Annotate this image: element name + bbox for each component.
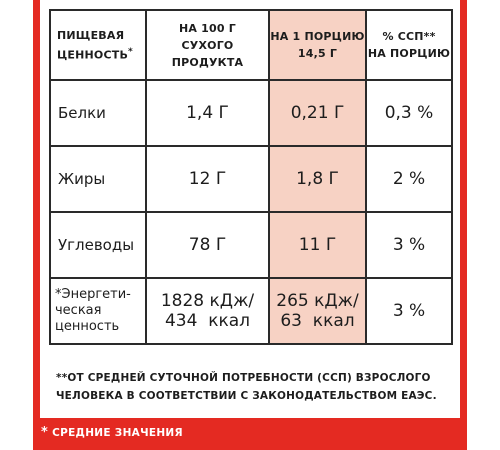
header-nutrition-value: ПИЩЕВАЯ ЦЕННОСТЬ* [49, 9, 147, 81]
row-label: Жиры [49, 145, 147, 213]
row-label: Углеводы [49, 211, 147, 279]
table-row: Углеводы 78 Г 11 Г 3 % [49, 211, 453, 279]
asterisk-mark: * [128, 46, 133, 57]
footnote: **ОТ СРЕДНЕЙ СУТОЧНОЙ ПОТРЕБНОСТИ (ССП) … [56, 372, 437, 402]
cell-per-portion: 0,21 Г [268, 79, 367, 147]
cell-per-100g: 1,4 Г [145, 79, 270, 147]
asterisk-mark: * [41, 425, 49, 440]
cell-per-portion: 1,8 Г [268, 145, 367, 213]
header-daily-percent: % ССП** НА ПОРЦИЮ [365, 9, 453, 81]
cell-energy-per-100g: 1828 кДж/ 434 ккал [145, 277, 270, 345]
table-row: Белки 1,4 Г 0,21 Г 0,3 % [49, 79, 453, 147]
cell-energy-per-portion: 265 кДж/ 63 ккал [268, 277, 367, 345]
header-per-100g: НА 100 Г СУХОГО ПРОДУКТА [145, 9, 270, 81]
nutrition-table: ПИЩЕВАЯ ЦЕННОСТЬ* НА 100 Г СУХОГО ПРОДУК… [49, 9, 453, 345]
table-row-energy: *Энергети- ческая ценность 1828 кДж/ 434… [49, 277, 453, 345]
nutrition-card: ПИЩЕВАЯ ЦЕННОСТЬ* НА 100 Г СУХОГО ПРОДУК… [40, 0, 460, 418]
row-label-energy: *Энергети- ческая ценность [49, 277, 147, 345]
cell-daily-percent: 3 % [365, 211, 453, 279]
cell-daily-percent: 2 % [365, 145, 453, 213]
header-per-portion: НА 1 ПОРЦИЮ 14,5 Г [268, 9, 367, 81]
average-values-note: * СРЕДНИЕ ЗНАЧЕНИЯ [41, 425, 183, 440]
table-row: Жиры 12 Г 1,8 Г 2 % [49, 145, 453, 213]
row-label: Белки [49, 79, 147, 147]
cell-per-100g: 12 Г [145, 145, 270, 213]
cell-energy-daily-percent: 3 % [365, 277, 453, 345]
nutrition-panel: ПИЩЕВАЯ ЦЕННОСТЬ* НА 100 Г СУХОГО ПРОДУК… [33, 0, 467, 450]
cell-per-portion: 11 Г [268, 211, 367, 279]
cell-per-100g: 78 Г [145, 211, 270, 279]
table-header-row: ПИЩЕВАЯ ЦЕННОСТЬ* НА 100 Г СУХОГО ПРОДУК… [49, 9, 453, 81]
cell-daily-percent: 0,3 % [365, 79, 453, 147]
